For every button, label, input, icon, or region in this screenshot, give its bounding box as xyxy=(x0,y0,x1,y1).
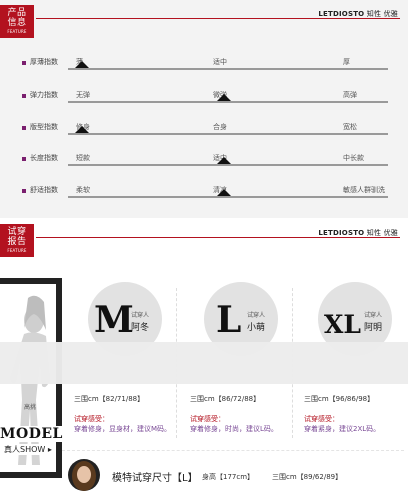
size-label: L xyxy=(216,299,242,341)
scale-option: 敏感人群驯洗 xyxy=(343,186,385,194)
scale-option: 宽松 xyxy=(343,123,357,131)
tester-role: 试穿人 xyxy=(131,312,150,319)
feature-row-label: 版型指数 xyxy=(30,123,58,131)
scale-track xyxy=(68,196,388,198)
feature-brand: LETDIOSTO 知性 优雅 xyxy=(318,9,398,19)
loading-overlay-band xyxy=(0,342,408,384)
feel-label: 试穿感受： xyxy=(74,415,109,423)
row-bullet xyxy=(22,94,26,98)
tryon-header-rule xyxy=(36,237,400,238)
tester-name: 阿冬 xyxy=(131,323,150,333)
row-bullet xyxy=(22,126,26,130)
scale-option: 厚 xyxy=(343,58,350,66)
tester-name: 阿明 xyxy=(364,323,383,333)
brand-name: LETDIOSTO xyxy=(318,10,365,18)
model-measure: 三围cm【89/62/89】 xyxy=(272,473,343,481)
feature-row: 弹力指数 无弹 微弹 高弹 xyxy=(0,88,408,120)
tester-measure: 三围cm【96/86/98】 xyxy=(304,395,375,403)
scale-marker-icon xyxy=(217,189,231,196)
tryon-tag: 试穿报告 FEATURE xyxy=(0,224,34,257)
size-label: XL xyxy=(324,310,361,339)
feel-label: 试穿感受： xyxy=(304,415,339,423)
scale-option: 高弹 xyxy=(343,91,357,99)
feature-row: 长度指数 短款 适中 中长款 xyxy=(0,151,408,183)
model-show-link[interactable]: 真人SHOW ▸ xyxy=(4,444,52,455)
tester-role: 试穿人 xyxy=(247,312,266,319)
feature-tag-en: FEATURE xyxy=(7,29,27,34)
model-height: 身高【177cm】 xyxy=(202,473,255,481)
feature-tag: 产品信息 FEATURE xyxy=(0,5,34,38)
scale-option: 柔软 xyxy=(76,186,90,194)
feel-label: 试穿感受： xyxy=(190,415,225,423)
row-bullet xyxy=(22,61,26,65)
size-label: M xyxy=(94,299,134,341)
feel-text: 穿着紧身，建议2XL码。 xyxy=(304,425,381,433)
tester-measure: 三围cm【82/71/88】 xyxy=(74,395,145,403)
scale-option: 适中 xyxy=(213,58,227,66)
tester-role: 试穿人 xyxy=(364,312,383,319)
feature-row-label: 舒适指数 xyxy=(30,186,58,194)
scale-track xyxy=(68,133,388,135)
scale-option: 无弹 xyxy=(76,91,90,99)
scale-track xyxy=(68,68,388,70)
model-word: MODEL xyxy=(0,426,65,442)
tryon-tag-en: FEATURE xyxy=(7,248,27,253)
row-bullet xyxy=(22,189,26,193)
scale-marker-icon xyxy=(217,157,231,164)
model-size-title: 模特试穿尺寸【L】 xyxy=(112,473,198,484)
tryon-tag-cn: 试穿报告 xyxy=(7,227,27,247)
feature-row: 舒适指数 柔软 清凉 敏感人群驯洗 xyxy=(0,183,408,215)
tryon-brand: LETDIOSTO 知性 优雅 xyxy=(318,228,398,238)
feature-tag-cn: 产品信息 xyxy=(7,8,27,28)
footer-rule xyxy=(62,450,404,451)
tester-measure: 三围cm【86/72/88】 xyxy=(190,395,261,403)
model-figure-label: 高挑 xyxy=(24,404,37,411)
feature-row-label: 长度指数 xyxy=(30,154,58,162)
tester-name: 小萌 xyxy=(247,323,266,333)
scale-option: 短款 xyxy=(76,154,90,162)
feature-section: 产品信息 FEATURE LETDIOSTO 知性 优雅 厚薄指数薄适中厚弹力指… xyxy=(0,0,408,218)
feature-row: 版型指数 修身 合身 宽松 xyxy=(0,120,408,152)
feature-row-label: 弹力指数 xyxy=(30,91,58,99)
row-bullet xyxy=(22,157,26,161)
brand-suffix: 知性 优雅 xyxy=(366,229,398,237)
scale-marker-icon xyxy=(217,94,231,101)
feature-header-rule xyxy=(36,18,400,19)
feature-row: 厚薄指数薄适中厚 xyxy=(0,55,408,87)
model-avatar xyxy=(68,459,100,491)
scale-track xyxy=(68,101,388,103)
feel-text: 穿着修身，时尚，建议L码。 xyxy=(190,425,278,433)
scale-marker-icon xyxy=(75,61,89,68)
feel-text: 穿着修身，显身材，建议M码。 xyxy=(74,425,172,433)
scale-option: 合身 xyxy=(213,123,227,131)
scale-marker-icon xyxy=(75,126,89,133)
feature-row-label: 厚薄指数 xyxy=(30,58,58,66)
brand-suffix: 知性 优雅 xyxy=(366,10,398,18)
model-silhouette-icon xyxy=(10,295,50,465)
scale-track xyxy=(68,164,388,166)
scale-option: 中长款 xyxy=(343,154,364,162)
brand-name: LETDIOSTO xyxy=(318,229,365,237)
